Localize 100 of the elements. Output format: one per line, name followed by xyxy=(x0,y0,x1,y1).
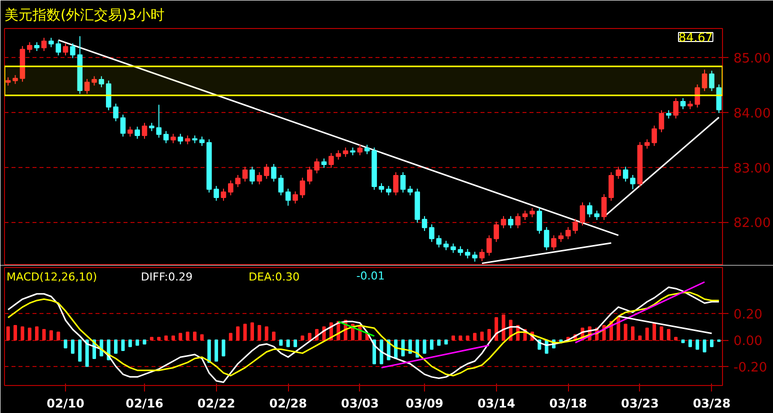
bar xyxy=(64,340,68,348)
candlestick xyxy=(142,122,148,140)
candlestick xyxy=(450,243,456,254)
y-tick-label: 82.00 xyxy=(734,216,771,232)
candlestick xyxy=(41,37,47,52)
bar xyxy=(157,336,161,341)
bar xyxy=(114,340,118,354)
bar xyxy=(236,326,240,341)
bar xyxy=(78,340,82,362)
bar xyxy=(279,340,283,346)
candlestick xyxy=(486,234,492,256)
bar xyxy=(466,336,470,341)
bar xyxy=(652,322,656,341)
x-tick-label: 02/10 xyxy=(46,396,84,410)
bar xyxy=(56,332,60,341)
bar xyxy=(142,340,146,344)
candlestick xyxy=(479,248,485,262)
bar xyxy=(128,340,132,348)
bar xyxy=(308,332,312,341)
candlestick xyxy=(508,216,514,229)
x-tick-label: 03/14 xyxy=(477,396,516,410)
bar xyxy=(6,326,10,341)
bar xyxy=(710,340,714,348)
y-tick-label: 85.00 xyxy=(734,52,771,67)
candlestick xyxy=(587,202,592,218)
candlestick xyxy=(70,42,76,59)
bar xyxy=(630,326,635,341)
bar xyxy=(294,340,298,348)
candlestick xyxy=(364,144,370,155)
candlestick xyxy=(500,216,506,229)
chart-title: MACD(12,26,10) xyxy=(6,270,98,284)
candlestick xyxy=(652,125,657,146)
candlestick xyxy=(472,251,478,262)
bar xyxy=(437,340,441,346)
bar xyxy=(487,328,491,341)
bar xyxy=(473,332,477,341)
candlestick xyxy=(551,234,556,251)
bar xyxy=(272,332,276,341)
candlestick xyxy=(278,174,284,196)
candlestick xyxy=(709,70,714,92)
candlestick xyxy=(544,226,550,251)
candlestick xyxy=(443,240,449,251)
candlestick xyxy=(264,164,270,180)
candlestick xyxy=(558,232,564,242)
bar xyxy=(451,336,456,341)
x-tick-label: 02/28 xyxy=(269,396,307,410)
bar xyxy=(164,336,168,341)
candlestick xyxy=(400,172,406,194)
bar xyxy=(250,322,254,341)
bar xyxy=(150,336,154,341)
x-tick-label: 02/16 xyxy=(126,396,164,410)
candlestick xyxy=(178,133,184,145)
candlestick xyxy=(48,37,54,48)
candlestick xyxy=(106,80,112,111)
candlestick xyxy=(565,226,571,240)
bar xyxy=(674,336,678,341)
candlestick xyxy=(630,174,636,190)
bar xyxy=(258,325,262,341)
bar xyxy=(14,325,18,341)
y-tick-label: -0.20 xyxy=(734,360,768,376)
candlestick xyxy=(199,136,205,146)
chart-title: 美元指数(外汇交易)3小时 xyxy=(4,8,164,24)
bar xyxy=(401,340,405,356)
candlestick xyxy=(220,188,226,202)
candlestick xyxy=(357,144,363,156)
x-tick-label: 03/03 xyxy=(341,396,379,410)
bar xyxy=(702,340,706,352)
candlestick xyxy=(250,166,255,185)
candlestick xyxy=(306,166,312,185)
bar xyxy=(380,340,384,364)
candlestick xyxy=(120,114,126,138)
candlestick xyxy=(92,76,97,86)
candlestick xyxy=(601,194,607,220)
candlestick xyxy=(62,42,68,56)
x-tick-label: 03/23 xyxy=(621,396,659,410)
candlestick xyxy=(342,147,348,158)
bar xyxy=(616,317,620,341)
candlestick xyxy=(134,126,140,140)
bar xyxy=(178,332,182,341)
candlestick xyxy=(458,246,464,256)
candlestick xyxy=(422,216,428,232)
bar xyxy=(638,336,642,341)
candlestick xyxy=(163,130,169,144)
candlestick xyxy=(113,103,118,122)
bar xyxy=(300,336,304,341)
candlestick xyxy=(285,188,291,206)
candlestick xyxy=(594,210,600,220)
bar xyxy=(645,328,649,341)
candlestick xyxy=(300,177,306,199)
bar xyxy=(502,314,506,341)
annotation: 84.67 xyxy=(678,30,713,44)
bar xyxy=(28,328,32,341)
candlestick xyxy=(378,182,384,194)
candlestick xyxy=(393,172,398,196)
bar xyxy=(681,340,685,344)
bar xyxy=(458,336,462,341)
bar xyxy=(171,336,175,341)
x-tick-label: 03/28 xyxy=(692,396,731,410)
candlestick xyxy=(622,166,628,182)
candlestick xyxy=(464,248,470,259)
